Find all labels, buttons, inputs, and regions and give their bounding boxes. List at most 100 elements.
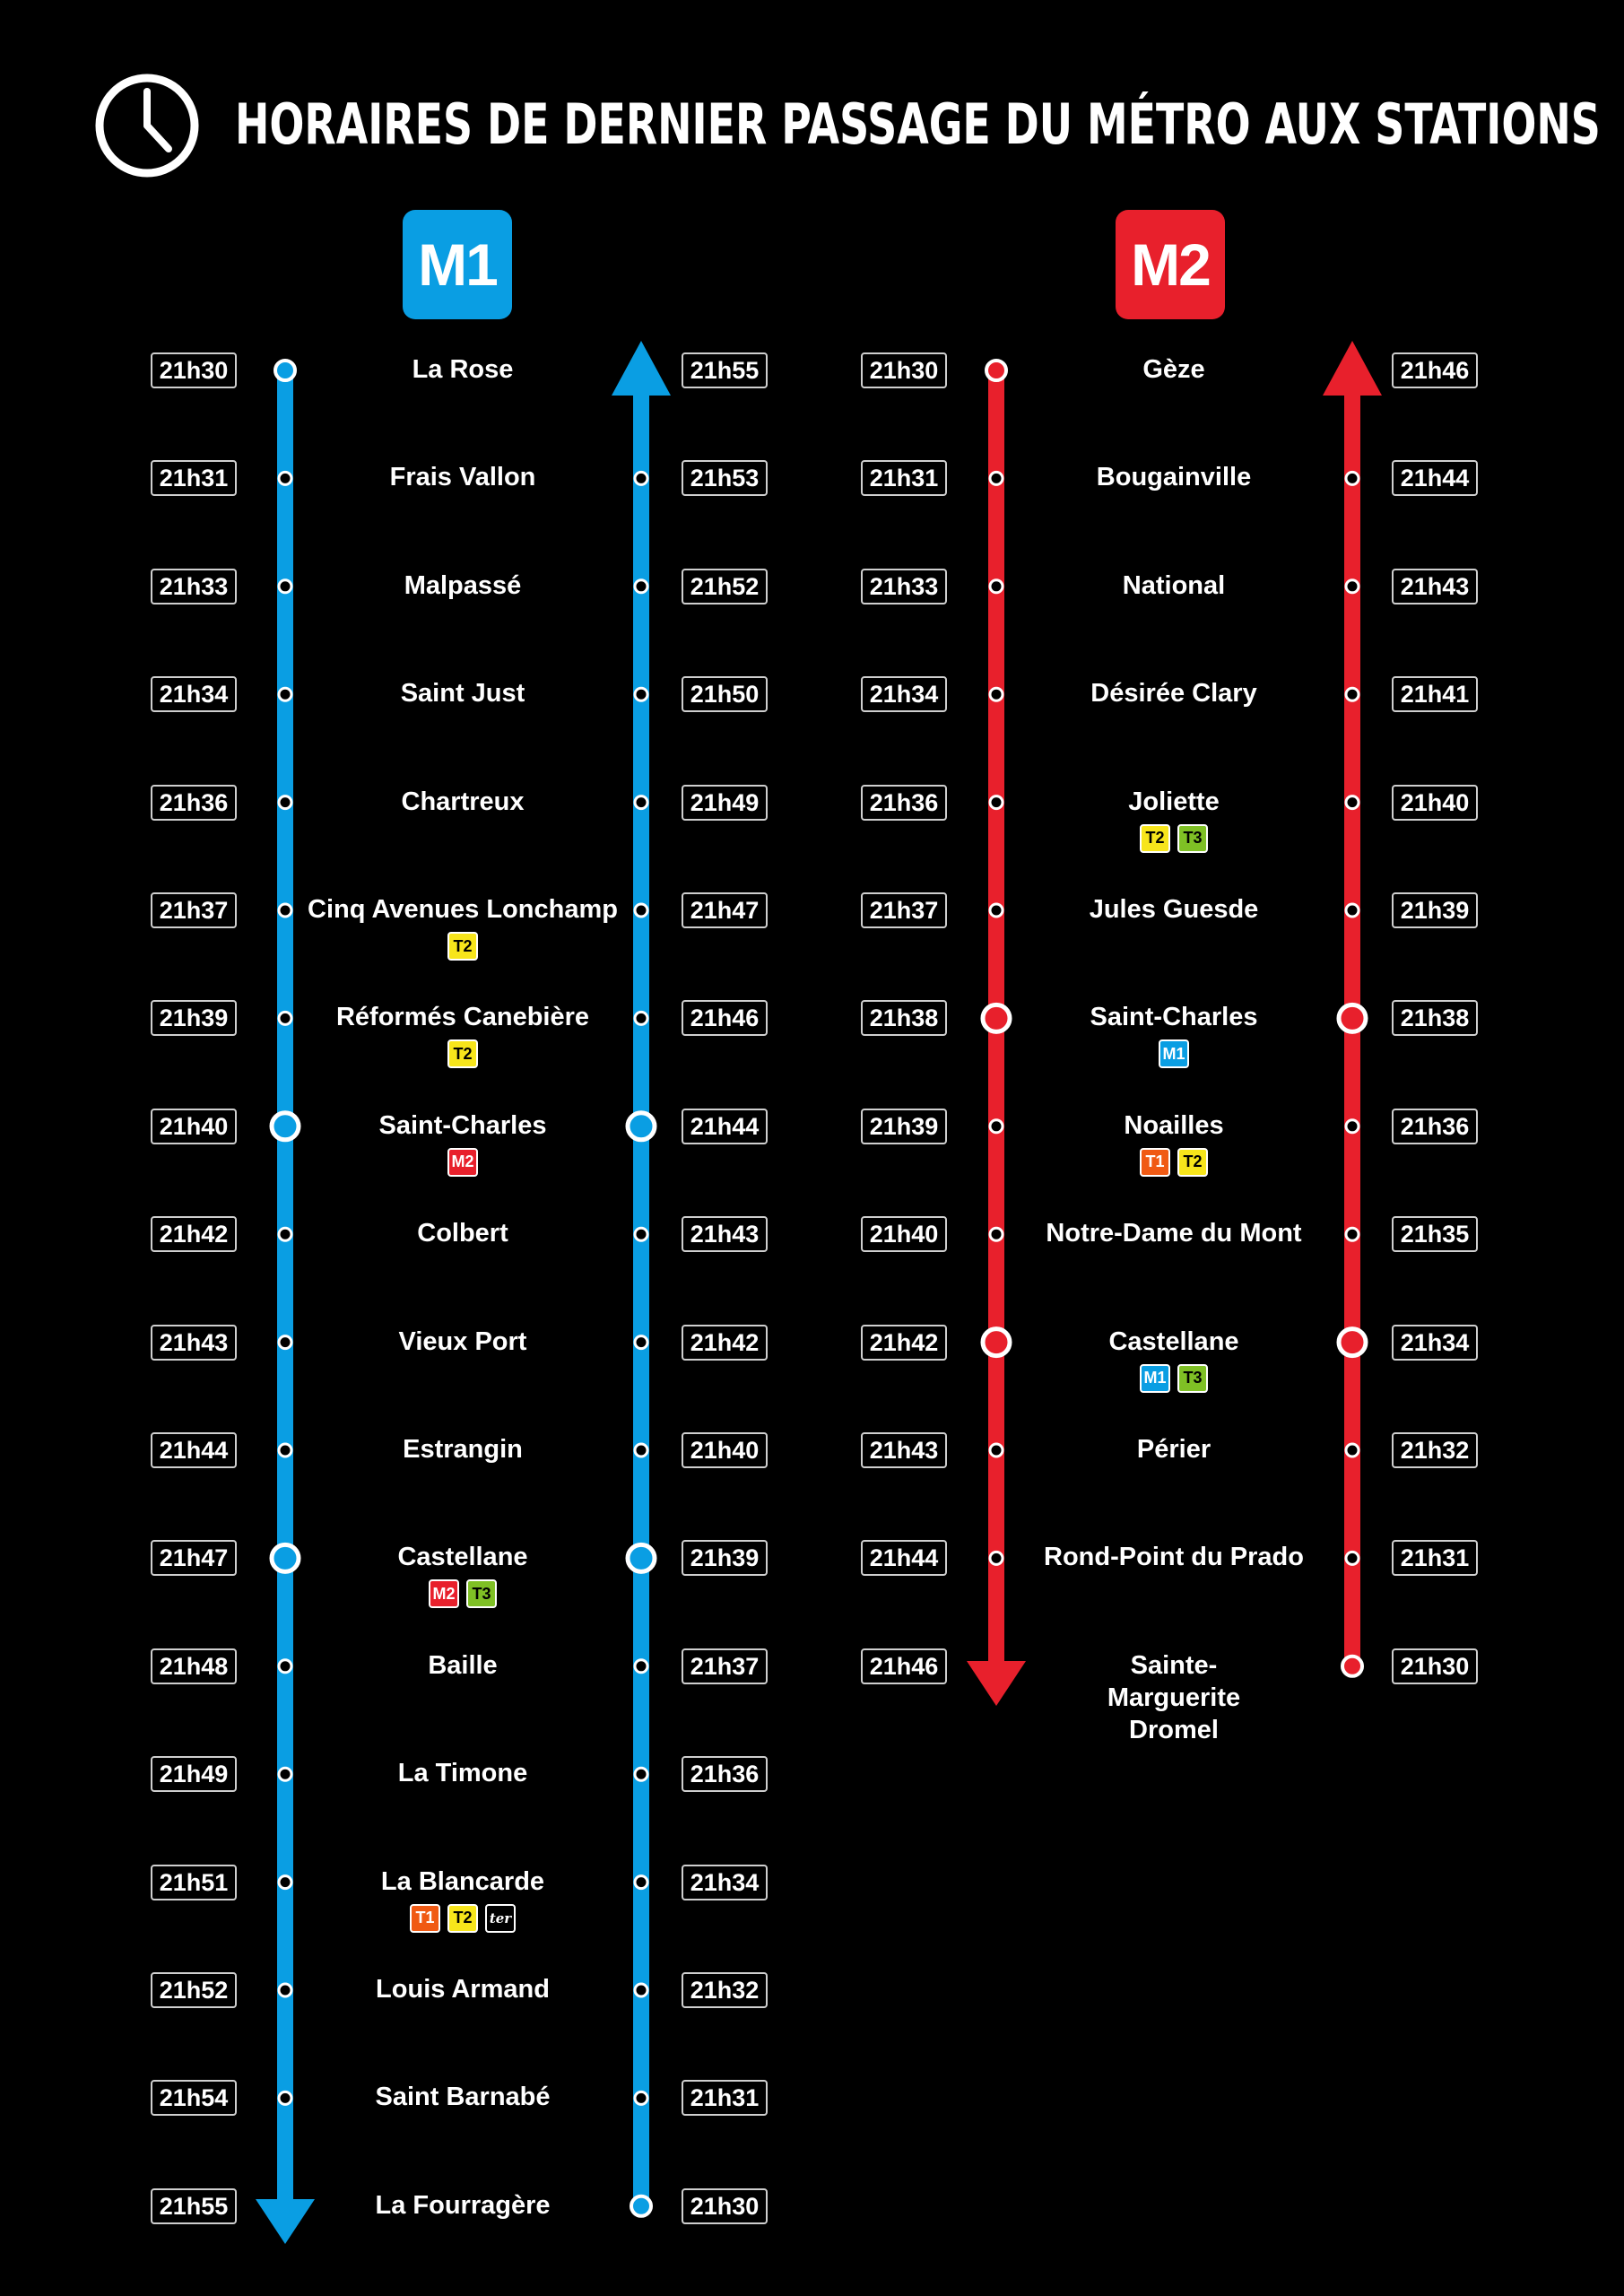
- return-time: 21h38: [1392, 1000, 1478, 1037]
- departure-time: 21h46: [861, 1648, 947, 1684]
- station-dot: [633, 470, 649, 486]
- departure-time: 21h34: [861, 676, 947, 713]
- station-dot: [269, 1542, 301, 1574]
- return-time: 21h36: [1392, 1108, 1478, 1144]
- return-time: 21h40: [1392, 784, 1478, 821]
- departure-time: 21h31: [861, 460, 947, 497]
- return-time: 21h49: [682, 784, 768, 821]
- m1-badge: M1: [403, 210, 512, 319]
- departure-time: 21h42: [151, 1216, 237, 1253]
- return-time: 21h39: [1392, 892, 1478, 928]
- connection-tags: T2: [447, 932, 478, 961]
- station-dot: [633, 1766, 649, 1782]
- station-dot: [1336, 1326, 1368, 1359]
- return-time: 21h41: [1392, 676, 1478, 713]
- connection-t3-tag: T3: [466, 1579, 497, 1609]
- return-time: 21h34: [682, 1864, 768, 1900]
- departure-time: 21h47: [151, 1540, 237, 1577]
- departure-time: 21h36: [151, 784, 237, 821]
- clock-icon: [95, 74, 199, 178]
- return-time: 21h34: [1392, 1324, 1478, 1361]
- connection-t1-tag: T1: [1140, 1147, 1170, 1177]
- station-name: Baille: [428, 1650, 498, 1680]
- return-time: 21h39: [682, 1540, 768, 1577]
- station-dot: [277, 2090, 293, 2106]
- station-dot: [988, 1550, 1004, 1566]
- return-time: 21h43: [682, 1216, 768, 1253]
- header: HORAIRES DE DERNIER PASSAGE DU MÉTRO AUX…: [0, 72, 1624, 179]
- station-name: Noailles: [1124, 1110, 1224, 1140]
- departure-time: 21h40: [861, 1216, 947, 1253]
- station-name: Vieux Port: [398, 1326, 527, 1356]
- station-dot: [277, 578, 293, 595]
- station-dot: [633, 578, 649, 595]
- connection-tags: T2 T3: [1140, 823, 1208, 853]
- return-time: 21h52: [682, 568, 768, 604]
- station-dot: [277, 795, 293, 811]
- station-dot: [988, 795, 1004, 811]
- station-dot: [277, 1982, 293, 1998]
- m1-up-arrow: [612, 341, 671, 396]
- station-dot: [980, 1326, 1012, 1359]
- departure-time: 21h37: [151, 892, 237, 928]
- station-dot: [1344, 470, 1360, 486]
- departure-time: 21h30: [861, 352, 947, 388]
- station-dot: [630, 2194, 653, 2218]
- return-time: 21h53: [682, 460, 768, 497]
- return-time: 21h55: [682, 352, 768, 388]
- departure-time: 21h43: [861, 1432, 947, 1468]
- departure-time: 21h42: [861, 1324, 947, 1361]
- return-time: 21h47: [682, 892, 768, 928]
- connection-t2-tag: T2: [447, 1903, 478, 1933]
- connection-m1-tag: M1: [1140, 1363, 1170, 1393]
- departure-time: 21h39: [861, 1108, 947, 1144]
- station-name: Désirée Clary: [1090, 679, 1257, 709]
- station-name: Bougainville: [1096, 463, 1252, 492]
- station-dot: [633, 1226, 649, 1242]
- departure-time: 21h38: [861, 1000, 947, 1037]
- station-name: Joliette: [1128, 787, 1220, 816]
- station-dot: [625, 1110, 657, 1143]
- return-time: 21h36: [682, 1756, 768, 1793]
- connection-m1-tag: M1: [1159, 1039, 1189, 1069]
- station-dot: [1344, 795, 1360, 811]
- station-dot: [633, 2090, 649, 2106]
- station-dot: [1341, 1654, 1364, 1678]
- departure-time: 21h30: [151, 352, 237, 388]
- connection-t2-tag: T2: [1177, 1147, 1208, 1177]
- return-time: 21h46: [1392, 352, 1478, 388]
- station-name: Colbert: [417, 1219, 508, 1248]
- station-dot: [633, 1335, 649, 1351]
- station-dot: [633, 902, 649, 918]
- return-time: 21h46: [682, 1000, 768, 1037]
- station-dot: [633, 795, 649, 811]
- return-time: 21h31: [1392, 1540, 1478, 1577]
- station-name: Sainte-Marguerite Dromel: [1107, 1650, 1241, 1744]
- return-time: 21h35: [1392, 1216, 1478, 1253]
- station-name: National: [1122, 570, 1226, 600]
- station-dot: [633, 1982, 649, 1998]
- station-dot: [988, 686, 1004, 702]
- station-name: Rond-Point du Prado: [1044, 1543, 1304, 1572]
- return-time: 21h40: [682, 1432, 768, 1468]
- connection-t2-tag: T2: [447, 1039, 478, 1069]
- connection-m2-tag: M2: [447, 1147, 478, 1177]
- station-dot: [277, 686, 293, 702]
- station-dot: [1344, 686, 1360, 702]
- station-dot: [269, 1110, 301, 1143]
- connection-t2-tag: T2: [1140, 823, 1170, 853]
- station-name: Périer: [1136, 1435, 1211, 1464]
- departure-time: 21h39: [151, 1000, 237, 1037]
- station-name: Saint-Charles: [378, 1110, 547, 1140]
- return-time: 21h37: [682, 1648, 768, 1684]
- connection-tags: T1 T2: [1140, 1147, 1208, 1177]
- connection-tags: T1 T2 ter: [410, 1903, 516, 1933]
- station-dot: [277, 1658, 293, 1674]
- connection-ter-tag: ter: [485, 1903, 516, 1933]
- m2-up-arrow: [1323, 341, 1382, 396]
- station-name: Castellane: [1108, 1326, 1239, 1356]
- station-dot: [1344, 1550, 1360, 1566]
- return-time: 21h31: [682, 2080, 768, 2117]
